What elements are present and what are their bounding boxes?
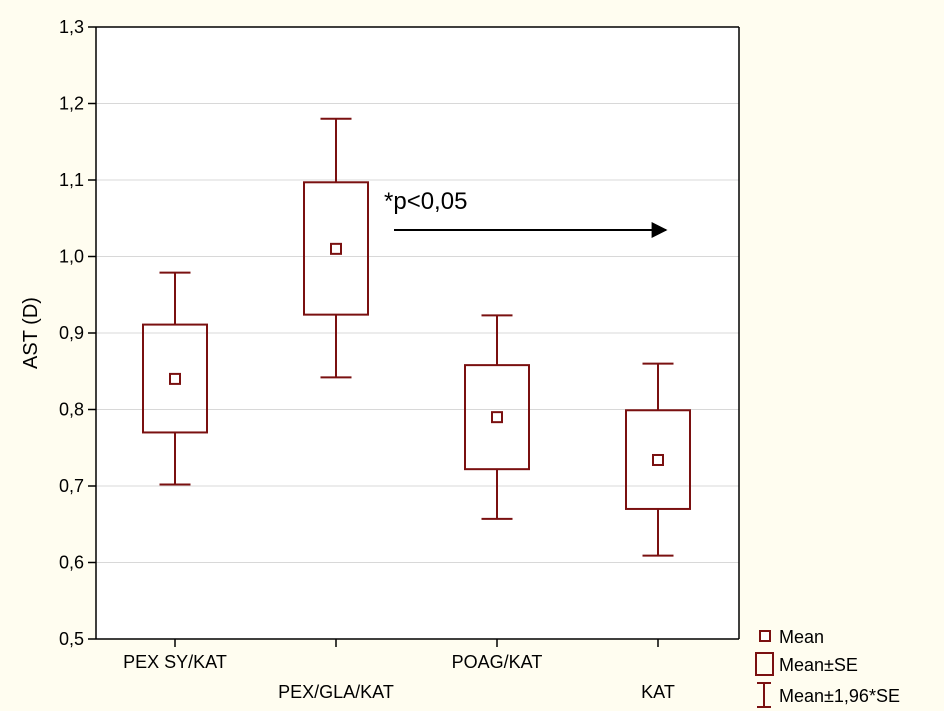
se-box-0 (142, 323, 208, 434)
mean-marker-2 (491, 411, 503, 424)
se-box-2 (464, 364, 530, 471)
mean-marker-0 (169, 372, 181, 385)
mean-marker-1 (330, 242, 342, 255)
se-box-1 (303, 181, 369, 316)
significance-label: *p<0,05 (384, 188, 467, 215)
legend-label-0: Mean (779, 627, 824, 647)
x-category-label-2: POAG/KAT (452, 652, 543, 672)
y-tick-label-6: 1,1 (59, 170, 84, 190)
x-category-label-3: KAT (641, 682, 675, 702)
y-tick-label-0: 0,5 (59, 629, 84, 649)
legend-label-1: Mean±SE (779, 655, 858, 675)
se-box-3 (625, 409, 691, 510)
x-category-label-1: PEX/GLA/KAT (278, 682, 394, 702)
annotation-group: *p<0,05 (384, 188, 668, 238)
legend-symbol-1 (755, 652, 774, 676)
y-tick-label-5: 1,0 (59, 247, 84, 267)
axis-group: 0,5 0,6 0,7 0,8 0,9 1,0 1,1 1,2 1,3 PEX SY/KAT PEX… (59, 17, 740, 702)
y-tick-label-4: 0,9 (59, 323, 84, 343)
legend: Mean Mean±SE Mean±1,96*SE (755, 627, 900, 708)
x-category-label-0: PEX SY/KAT (123, 652, 227, 672)
y-tick-label-1: 0,6 (59, 553, 84, 573)
mean-marker-3 (652, 453, 664, 466)
y-tick-label-3: 0,8 (59, 400, 84, 420)
y-tick-label-2: 0,7 (59, 476, 84, 496)
series-group (142, 117, 691, 557)
y-tick-label-8: 1,3 (59, 17, 84, 37)
y-axis-label: AST (D) (20, 297, 42, 369)
y-tick-label-7: 1,2 (59, 94, 84, 114)
legend-symbol-0 (759, 630, 771, 642)
legend-label-2: Mean±1,96*SE (779, 686, 900, 706)
